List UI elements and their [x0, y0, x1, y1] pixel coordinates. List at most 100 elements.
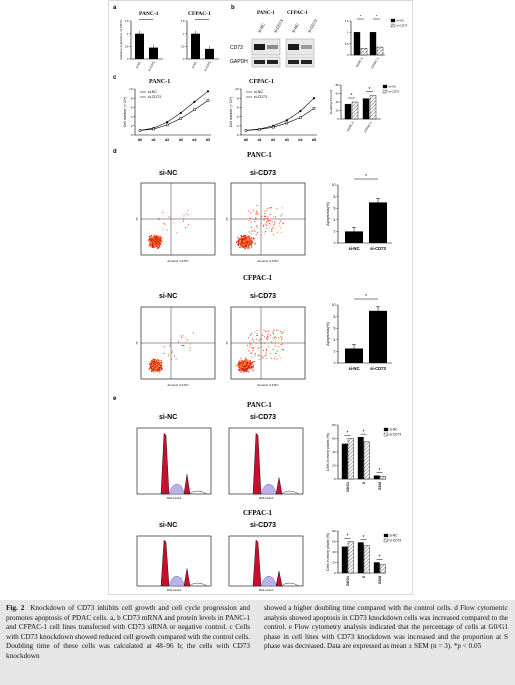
event-dot	[282, 222, 284, 224]
event-dot	[269, 220, 271, 222]
series-line	[245, 108, 315, 131]
event-dot	[151, 370, 153, 373]
event-dot	[246, 364, 248, 366]
growth-curve-cfpac: 0 2 4 6 8 10 Cell number (× 10⁴) d0 d1 d2 d3 d4 d5 si…	[229, 87, 317, 142]
x-tick-label: si-CD73	[370, 366, 386, 371]
event-dot	[245, 362, 248, 364]
legend-swatch	[382, 89, 388, 94]
event-dot	[247, 240, 249, 242]
bar	[345, 231, 363, 243]
event-dot	[151, 246, 153, 248]
event-dot	[157, 363, 159, 366]
event-dot	[154, 239, 157, 241]
event-dot	[248, 243, 250, 245]
event-dot	[248, 366, 250, 368]
event-dot	[268, 219, 270, 221]
event-dot	[254, 353, 256, 355]
event-dot	[158, 244, 161, 246]
event-dot	[244, 357, 247, 359]
y-axis-label: Cell number (× 10⁴)	[123, 97, 127, 128]
g0g1-peak	[160, 432, 170, 495]
event-dot	[153, 235, 155, 237]
event-dot	[253, 238, 255, 240]
significance-star: *	[201, 17, 203, 21]
event-dot	[237, 240, 239, 242]
event-dot	[243, 362, 245, 364]
event-dot	[157, 362, 160, 365]
e-title-cfpac: CFPAC-1	[243, 509, 273, 517]
event-dot	[255, 218, 257, 220]
legend-swatch	[383, 538, 389, 543]
legend-label: si-NC	[148, 90, 157, 94]
event-dot	[272, 230, 274, 232]
legend-label: si-NC	[397, 19, 405, 23]
significance-star: *	[363, 429, 365, 435]
event-dot	[244, 364, 246, 366]
significance-star: *	[376, 15, 378, 20]
event-dot	[238, 362, 240, 364]
event-dot	[238, 243, 240, 245]
event-dot	[248, 360, 250, 362]
event-dot	[250, 368, 252, 370]
y-tick-label: 0.5	[181, 45, 185, 49]
event-dot	[157, 243, 160, 246]
x-tick-label: d3	[179, 138, 183, 142]
event-dot	[157, 364, 160, 367]
event-dot	[244, 362, 246, 364]
event-dot	[238, 238, 241, 240]
y-tick-label: 20	[332, 464, 336, 468]
event-dot	[252, 361, 254, 363]
event-dot	[272, 348, 274, 350]
event-dot	[171, 350, 173, 352]
event-dot	[272, 331, 274, 333]
event-dot	[264, 232, 266, 234]
event-dot	[265, 354, 267, 356]
event-dot	[252, 348, 254, 350]
event-dot	[158, 368, 160, 370]
x-tick-label: si-NC	[349, 366, 360, 371]
event-dot	[273, 233, 275, 235]
event-dot	[246, 360, 249, 362]
b-title-cfpac: CFPAC-1	[287, 11, 308, 16]
event-dot	[240, 242, 242, 245]
event-dot	[239, 237, 242, 240]
event-dot	[249, 238, 251, 240]
event-dot	[264, 342, 266, 344]
event-dot	[239, 239, 241, 241]
event-dot	[242, 368, 244, 370]
event-dot	[253, 209, 255, 211]
event-dot	[249, 239, 252, 242]
event-dot	[261, 337, 263, 339]
event-dot	[255, 338, 257, 340]
event-dot	[152, 363, 154, 365]
bar	[363, 441, 370, 480]
event-dot	[158, 218, 160, 220]
event-dot	[262, 356, 264, 358]
event-dot	[162, 211, 164, 213]
s-phase-area	[168, 576, 186, 587]
blot-lane-3: si-NC	[291, 22, 300, 33]
data-point	[258, 128, 261, 131]
event-dot	[157, 243, 159, 245]
y-axis-label: Apoptosis(%)	[325, 321, 330, 345]
event-dot	[236, 364, 238, 366]
event-dot	[242, 241, 245, 243]
event-dot	[248, 219, 250, 221]
event-dot	[243, 367, 246, 369]
event-dot	[153, 235, 155, 238]
event-dot	[246, 361, 248, 363]
y-axis-label: Apoptosis(%)	[325, 201, 330, 225]
event-dot	[185, 213, 187, 215]
event-dot	[158, 246, 160, 248]
event-dot	[247, 237, 249, 239]
significance-star: *	[145, 17, 147, 21]
data-point	[179, 117, 183, 120]
y-tick-label: 4	[237, 115, 239, 119]
event-dot	[249, 334, 251, 336]
event-dot	[170, 345, 172, 347]
bar	[376, 46, 384, 56]
event-dot	[240, 246, 243, 248]
event-dot	[149, 361, 152, 363]
e-label-nc-1: si-NC	[159, 414, 178, 421]
event-dot	[272, 333, 274, 335]
